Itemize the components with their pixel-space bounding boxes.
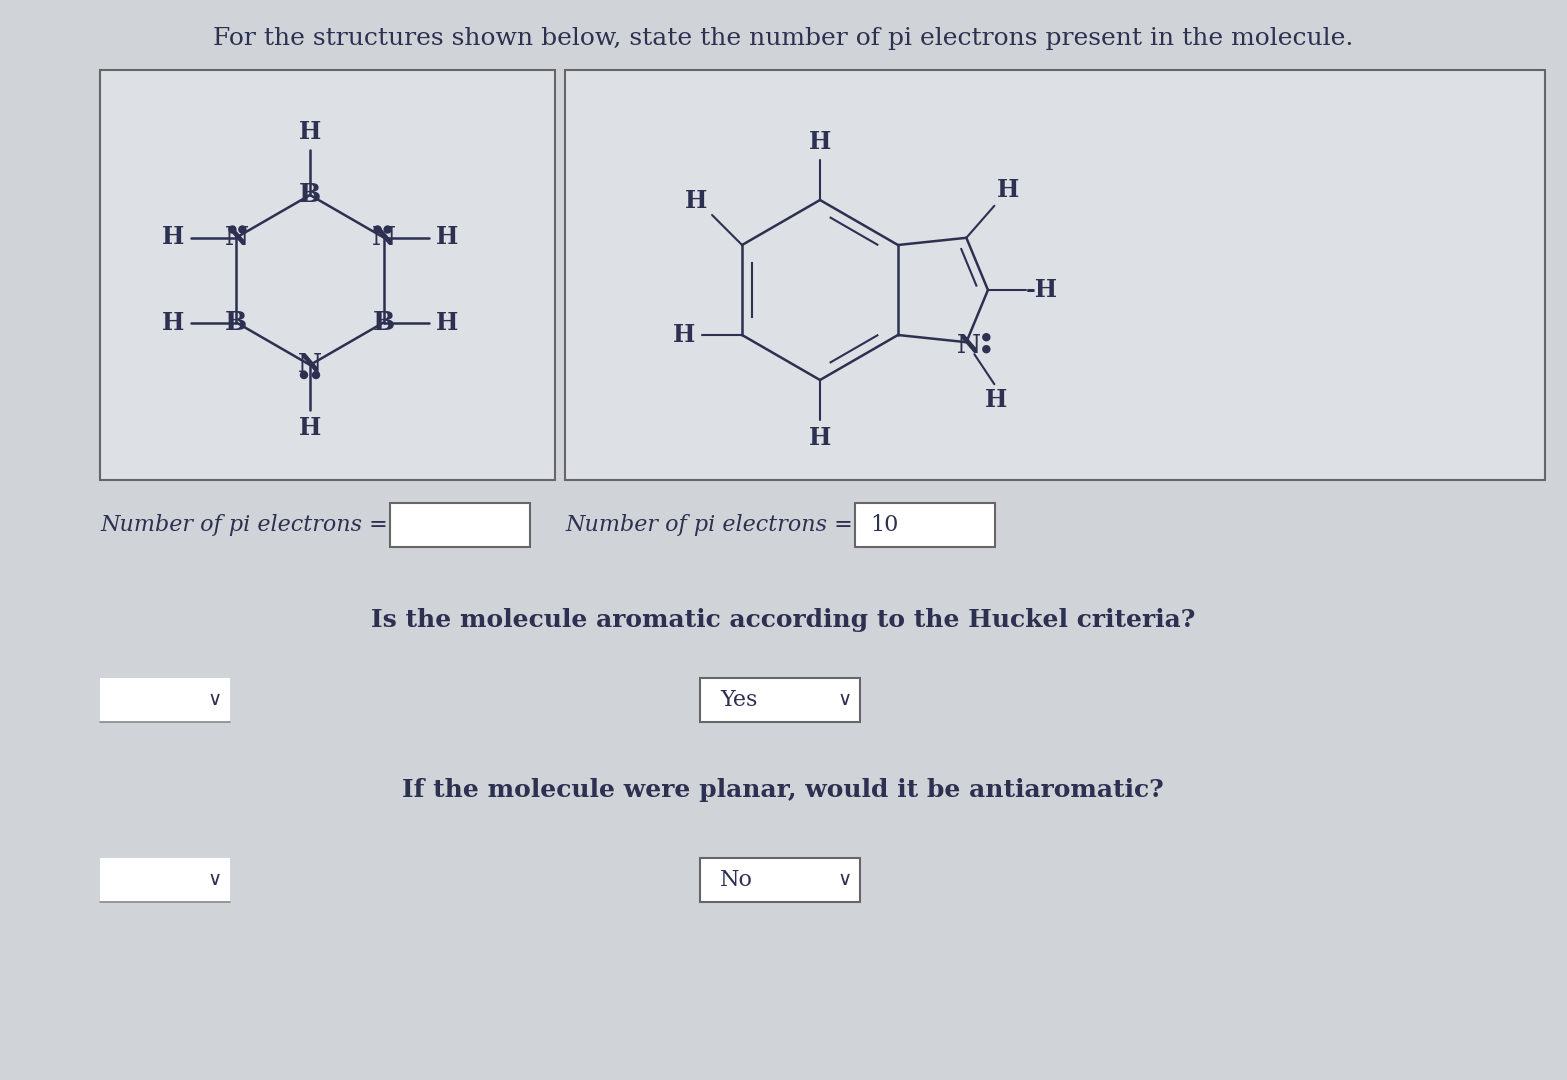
- Text: H: H: [436, 226, 458, 249]
- Bar: [856, 503, 995, 546]
- Text: H: H: [299, 120, 321, 144]
- Circle shape: [375, 226, 381, 233]
- Text: Yes: Yes: [719, 689, 757, 711]
- Circle shape: [238, 226, 246, 233]
- Text: Is the molecule aromatic according to the Huckel criteria?: Is the molecule aromatic according to th…: [371, 608, 1196, 632]
- Text: H: H: [986, 388, 1008, 413]
- Text: ∨: ∨: [838, 870, 852, 889]
- Text: B: B: [299, 183, 321, 207]
- Text: For the structures shown below, state the number of pi electrons present in the : For the structures shown below, state th…: [213, 27, 1354, 50]
- Circle shape: [983, 346, 990, 353]
- Circle shape: [301, 372, 307, 378]
- Text: N: N: [224, 225, 249, 249]
- Circle shape: [312, 372, 320, 378]
- Text: ∨: ∨: [208, 691, 223, 708]
- Text: N: N: [298, 352, 321, 378]
- Text: Number of pi electrons =: Number of pi electrons =: [100, 514, 387, 536]
- Bar: [700, 678, 860, 723]
- Text: ∨: ∨: [838, 691, 852, 708]
- Circle shape: [983, 334, 990, 340]
- Bar: [700, 858, 860, 902]
- Text: N: N: [957, 333, 981, 357]
- Bar: [390, 503, 530, 546]
- Circle shape: [384, 226, 392, 233]
- Text: ∨: ∨: [208, 870, 223, 889]
- Text: H: H: [299, 416, 321, 440]
- Text: Number of pi electrons =: Number of pi electrons =: [566, 514, 852, 536]
- Text: B: B: [226, 310, 248, 335]
- Text: 10: 10: [870, 514, 898, 536]
- Text: H: H: [685, 189, 707, 213]
- Text: H: H: [163, 226, 185, 249]
- Text: -H: -H: [1026, 278, 1058, 302]
- Text: H: H: [163, 311, 185, 335]
- Text: N: N: [371, 225, 395, 249]
- Bar: [100, 70, 555, 480]
- Circle shape: [229, 226, 237, 233]
- Bar: [100, 858, 230, 902]
- Bar: [100, 678, 230, 723]
- Text: If the molecule were planar, would it be antiaromatic?: If the molecule were planar, would it be…: [403, 778, 1164, 802]
- Text: H: H: [997, 178, 1020, 202]
- Text: H: H: [672, 323, 696, 347]
- Text: H: H: [436, 311, 458, 335]
- Bar: [566, 70, 1545, 480]
- Text: H: H: [809, 130, 831, 154]
- Text: No: No: [719, 869, 754, 891]
- Text: H: H: [809, 426, 831, 450]
- Text: B: B: [373, 310, 395, 335]
